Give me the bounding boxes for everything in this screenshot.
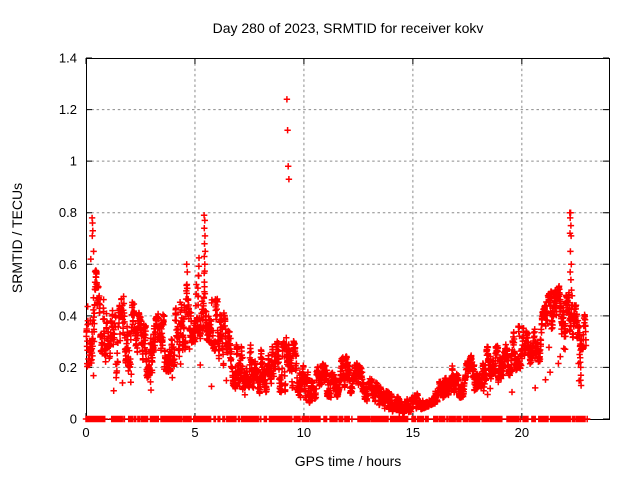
y-tick-label: 1.2	[59, 102, 77, 117]
y-tick-label: 0.2	[59, 360, 77, 375]
y-axis-label: SRMTID / TECUs	[9, 182, 25, 294]
y-tick-label: 0.8	[59, 205, 77, 220]
x-tick-label: 5	[191, 425, 198, 440]
x-tick-label: 15	[406, 425, 420, 440]
x-tick-label: 0	[82, 425, 89, 440]
scatter-points	[82, 96, 591, 423]
y-tick-label: 0.4	[59, 308, 77, 323]
x-axis-label: GPS time / hours	[294, 453, 402, 469]
y-tick-label: 1.4	[59, 51, 77, 66]
chart-title: Day 280 of 2023, SRMTID for receiver kok…	[212, 20, 484, 36]
y-tick-label: 1	[70, 154, 77, 169]
y-tick-label: 0.6	[59, 257, 77, 272]
x-tick-label: 10	[297, 425, 311, 440]
x-tick-label: 20	[515, 425, 529, 440]
y-tick-label: 0	[70, 412, 77, 427]
